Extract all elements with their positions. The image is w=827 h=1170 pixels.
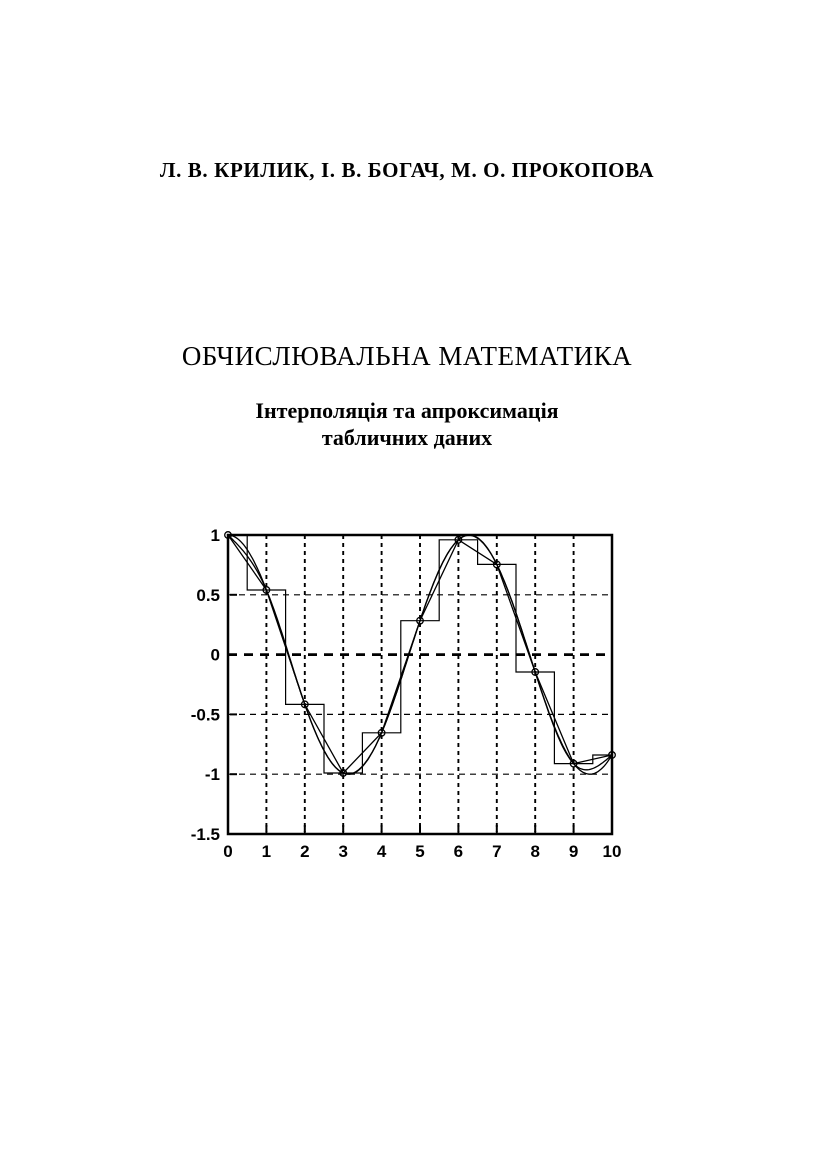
y-tick-label: 1 bbox=[211, 526, 220, 545]
grid-lines bbox=[228, 535, 612, 834]
data-point-marker bbox=[300, 700, 309, 709]
x-tick-label: 1 bbox=[262, 842, 271, 861]
y-tick-label: 0.5 bbox=[196, 586, 220, 605]
data-point-marker bbox=[492, 560, 501, 569]
x-tick-label: 8 bbox=[530, 842, 539, 861]
interpolation-figure: 0 1 2 3 4 5 6 7 8 9 10 1 0.5 0 -0.5 -1 -1.5 bbox=[152, 518, 632, 874]
x-tick-label: 2 bbox=[300, 842, 309, 861]
data-point-marker bbox=[416, 616, 424, 625]
y-tick-label: -1 bbox=[205, 765, 220, 784]
data-point-marker bbox=[531, 668, 540, 676]
x-tick-label: 4 bbox=[377, 842, 387, 861]
axes-frame bbox=[226, 533, 614, 836]
page-title: ОБЧИСЛЮВАЛЬНА МАТЕМАТИКА bbox=[181, 341, 633, 371]
subtitle: Інтерполяція та апроксимація табличних д… bbox=[0, 397, 814, 451]
cosine-function-curve bbox=[228, 535, 612, 775]
data-point-marker bbox=[569, 759, 578, 768]
x-tick-label: 7 bbox=[492, 842, 501, 861]
tick-labels: 0 1 2 3 4 5 6 7 8 9 10 1 0.5 0 -0.5 -1 -1.5 bbox=[191, 526, 622, 861]
x-tick-label: 3 bbox=[338, 842, 347, 861]
data-point-marker bbox=[262, 586, 271, 594]
y-tick-label: -1.5 bbox=[191, 825, 220, 844]
x-tick-label: 6 bbox=[454, 842, 463, 861]
x-tick-label: 10 bbox=[603, 842, 622, 861]
y-tick-label: 0 bbox=[211, 646, 220, 665]
data-point-marker bbox=[377, 728, 386, 737]
data-point-marker bbox=[454, 535, 463, 544]
interpolation-plot: 0 1 2 3 4 5 6 7 8 9 10 1 0.5 0 -0.5 -1 -1.5 bbox=[191, 526, 622, 861]
x-tick-label: 5 bbox=[415, 842, 424, 861]
subtitle-line-1: Інтерполяція та апроксимація bbox=[255, 398, 559, 423]
authors-line: Л. В. КРИЛИК, І. В. БОГАЧ, М. О. ПРОКОПО… bbox=[159, 158, 655, 182]
tick-marks bbox=[230, 593, 575, 832]
curves bbox=[228, 535, 612, 775]
subtitle-line-2: табличних даних bbox=[321, 425, 493, 450]
x-tick-label: 9 bbox=[569, 842, 578, 861]
x-tick-label: 0 bbox=[223, 842, 232, 861]
y-tick-label: -0.5 bbox=[191, 705, 220, 724]
data-point-marker bbox=[339, 769, 348, 777]
